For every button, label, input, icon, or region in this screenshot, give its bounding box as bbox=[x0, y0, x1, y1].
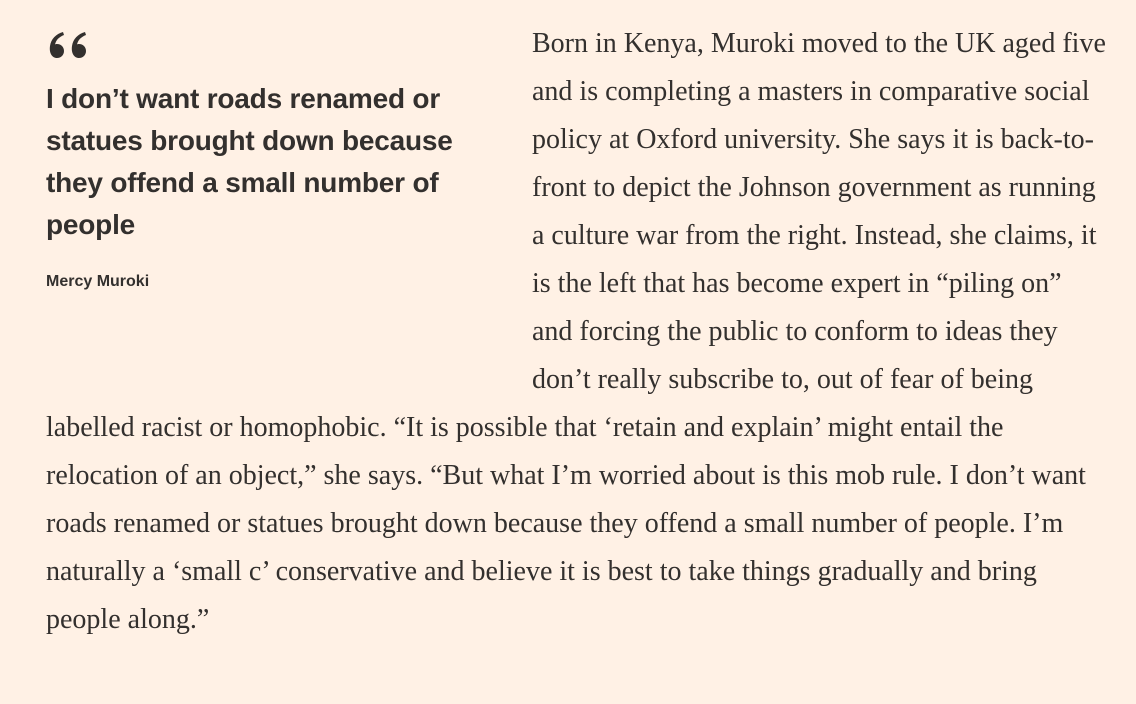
quote-mark-icon bbox=[46, 20, 486, 78]
pull-quote-attribution: Mercy Muroki bbox=[46, 273, 150, 290]
body-paragraph-text: Born in Kenya, Muroki moved to the UK ag… bbox=[46, 28, 1106, 635]
pull-quote: I don’t want roads renamed or statues br… bbox=[46, 20, 486, 290]
pull-quote-spacer bbox=[46, 20, 532, 404]
body-paragraph: Born in Kenya, Muroki moved to the UK ag… bbox=[46, 20, 1106, 644]
pull-quote-text: I don’t want roads renamed or statues br… bbox=[46, 83, 453, 240]
